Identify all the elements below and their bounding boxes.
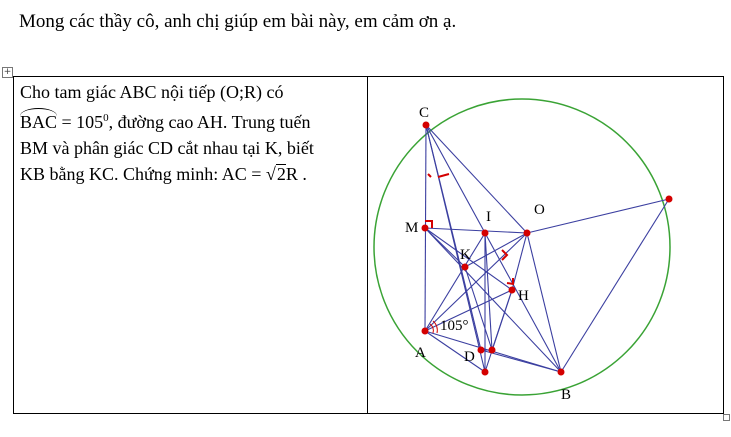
radical-sign: √	[265, 164, 276, 184]
degree-mark: 0	[103, 112, 109, 124]
geometry-figure: C O M I K H 105° A D B	[367, 97, 697, 407]
problem-line-3: BM và phân giác CD cắt nhau tại K, biết	[20, 138, 314, 158]
circumcircle	[373, 98, 671, 396]
problem-line-2: BAC = 1050, đường cao AH. Trung tuến	[20, 105, 360, 135]
label-o: O	[534, 202, 545, 218]
problem-line-1: Cho tam giác ABC nội tiếp (O;R) có	[20, 82, 284, 102]
page-heading: Mong các thầy cô, anh chị giúp em bài nà…	[19, 11, 457, 32]
label-m: M	[405, 220, 418, 236]
label-b: B	[561, 387, 571, 402]
point-i	[481, 229, 489, 237]
point-o	[523, 229, 531, 237]
label-k: K	[460, 247, 471, 263]
point-a	[421, 327, 429, 335]
point-d2	[488, 346, 496, 354]
table-resize-handle[interactable]	[723, 414, 730, 421]
point-d	[477, 346, 485, 354]
label-i: I	[486, 209, 491, 225]
problem-line-4-end: R .	[285, 164, 307, 184]
point-m	[421, 224, 429, 232]
label-angle: 105°	[440, 318, 469, 334]
points	[421, 121, 673, 376]
problem-line-4-start: KB bằng KC. Chứng minh: AC =	[20, 164, 266, 184]
problem-line-2-tail: , đường cao AH. Trung tuến	[108, 112, 311, 132]
point-k	[461, 263, 469, 271]
label-c: C	[419, 105, 429, 121]
angle-arcs	[429, 320, 438, 334]
point-bottom	[481, 368, 489, 376]
label-a: A	[415, 345, 426, 361]
angle-value: = 105	[57, 112, 104, 132]
problem-table: Cho tam giác ABC nội tiếp (O;R) có BAC =…	[13, 76, 724, 414]
point-far	[665, 195, 673, 203]
angle-bac: BAC	[20, 108, 58, 135]
point-c	[422, 121, 430, 129]
right-angle-marks	[425, 173, 514, 286]
label-d: D	[464, 349, 475, 365]
problem-line-4: KB bằng KC. Chứng minh: AC = √2R .	[20, 161, 360, 187]
point-h	[508, 286, 516, 294]
table-divider	[367, 77, 368, 413]
problem-text: Cho tam giác ABC nội tiếp (O;R) có BAC =…	[20, 79, 360, 187]
radicand: 2	[275, 164, 286, 184]
label-h: H	[518, 288, 529, 304]
construction-lines	[424, 124, 670, 373]
point-b	[557, 368, 565, 376]
table-move-handle[interactable]: +	[2, 67, 13, 78]
